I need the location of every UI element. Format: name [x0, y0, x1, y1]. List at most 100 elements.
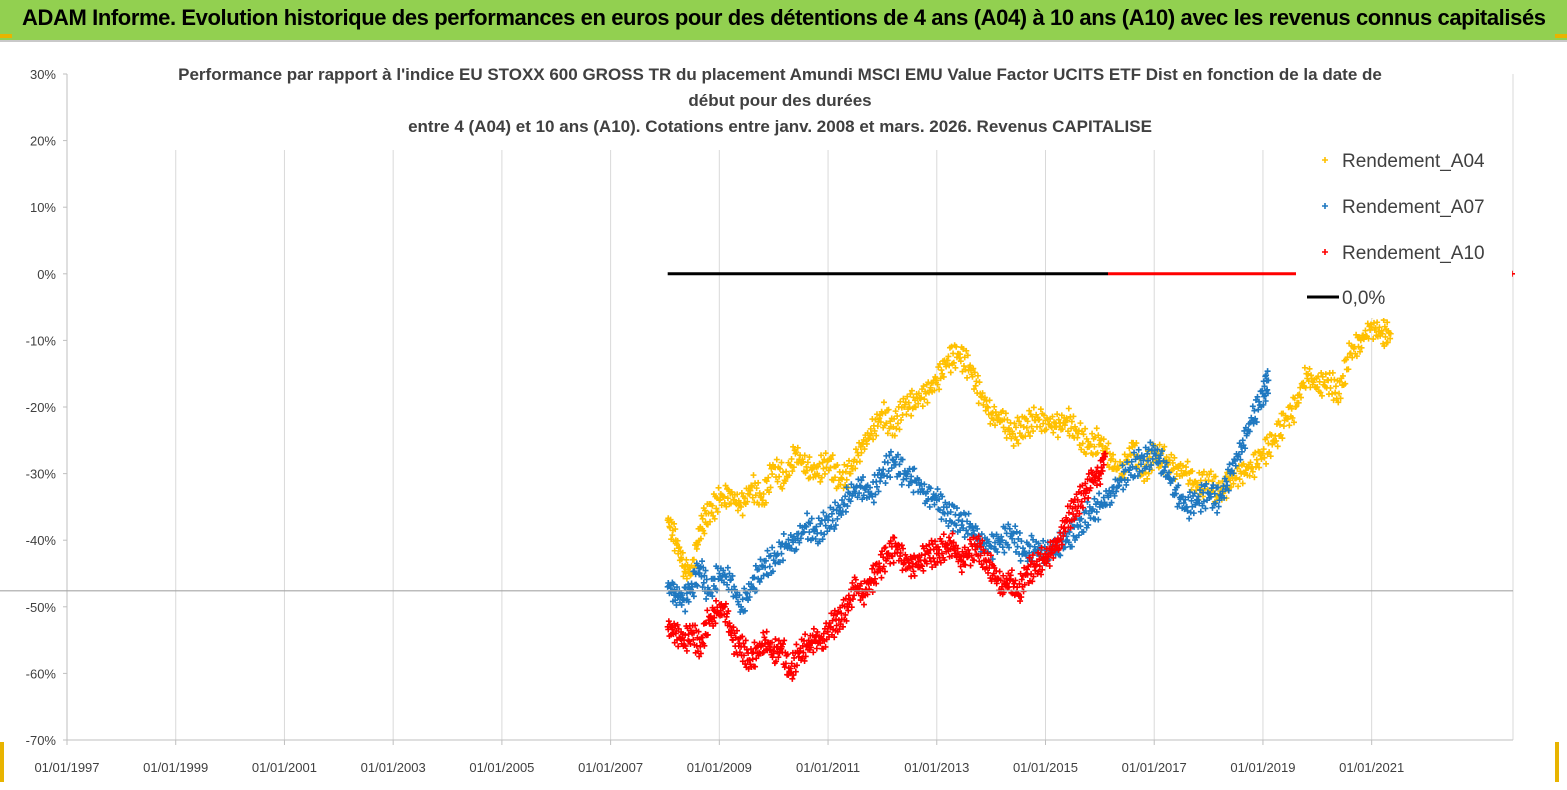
- data-point: [1158, 448, 1165, 455]
- data-point: [858, 477, 865, 484]
- data-point: [1087, 484, 1094, 491]
- data-point: [979, 390, 986, 397]
- data-point: [1030, 536, 1037, 543]
- data-point: [1012, 424, 1019, 431]
- data-point: [830, 612, 837, 619]
- data-point: [1138, 461, 1145, 468]
- data-point: [727, 576, 734, 583]
- data-point: [873, 483, 880, 490]
- data-point: [1267, 453, 1274, 460]
- data-point: [871, 427, 878, 434]
- data-point: [807, 520, 814, 527]
- legend-marker-rendement-a10: [1322, 249, 1328, 255]
- data-point: [742, 661, 749, 668]
- data-point: [978, 561, 985, 568]
- data-point: [1240, 442, 1247, 449]
- data-point: [699, 634, 706, 641]
- data-point: [1211, 490, 1218, 497]
- data-point: [1196, 469, 1203, 476]
- data-point: [843, 476, 850, 483]
- data-point: [752, 562, 759, 569]
- data-point: [1180, 500, 1187, 507]
- data-point: [723, 573, 730, 580]
- series-rendement-a07: [664, 368, 1272, 615]
- data-point: [690, 636, 697, 643]
- data-point: [844, 503, 851, 510]
- data-point: [1174, 503, 1181, 510]
- data-point: [767, 552, 774, 559]
- data-point: [1103, 445, 1110, 452]
- data-point: [812, 535, 819, 542]
- data-point: [693, 545, 700, 552]
- data-point: [793, 641, 800, 648]
- data-point: [1314, 384, 1321, 391]
- data-point: [1264, 390, 1271, 397]
- data-point: [1002, 410, 1009, 417]
- data-point: [964, 530, 971, 537]
- data-point: [899, 456, 906, 463]
- data-point: [1274, 443, 1281, 450]
- data-point: [1056, 545, 1063, 552]
- y-tick-label: -50%: [26, 600, 57, 615]
- data-point: [980, 546, 987, 553]
- data-point: [944, 510, 951, 517]
- data-point: [1019, 545, 1026, 552]
- data-point: [773, 456, 780, 463]
- data-point: [682, 643, 689, 650]
- data-point: [1249, 468, 1256, 475]
- data-point: [943, 363, 950, 370]
- data-point: [1286, 422, 1293, 429]
- data-point: [820, 465, 827, 472]
- data-point: [741, 607, 748, 614]
- data-point: [752, 663, 759, 670]
- data-point: [1089, 506, 1096, 513]
- data-point: [873, 580, 880, 587]
- data-point: [1301, 364, 1308, 371]
- data-point: [744, 590, 751, 597]
- data-point: [1085, 521, 1092, 528]
- data-point: [855, 476, 862, 483]
- data-point: [751, 574, 758, 581]
- data-point: [1057, 529, 1064, 536]
- data-point: [1093, 425, 1100, 432]
- data-point: [1262, 398, 1269, 405]
- legend-label: Rendement_A04: [1342, 151, 1485, 172]
- data-point: [890, 559, 897, 566]
- data-point: [1305, 378, 1312, 385]
- data-point: [770, 557, 777, 564]
- data-point: [1134, 472, 1141, 479]
- data-point: [937, 375, 944, 382]
- data-point: [908, 387, 915, 394]
- data-point: [682, 608, 689, 615]
- data-point: [1202, 505, 1209, 512]
- data-point: [1336, 390, 1343, 397]
- data-point: [936, 507, 943, 514]
- data-point: [923, 560, 930, 567]
- data-point: [753, 485, 760, 492]
- data-point: [801, 452, 808, 459]
- data-point: [908, 473, 915, 480]
- data-point: [1121, 451, 1128, 458]
- data-point: [863, 440, 870, 447]
- data-point: [1085, 494, 1092, 501]
- data-point: [1207, 468, 1214, 475]
- data-point: [957, 563, 964, 570]
- data-point: [720, 493, 727, 500]
- data-point: [994, 549, 1001, 556]
- data-point: [1254, 393, 1261, 400]
- data-point: [1079, 440, 1086, 447]
- data-point: [1023, 552, 1030, 559]
- data-point: [839, 497, 846, 504]
- data-point: [1230, 470, 1237, 477]
- data-point: [776, 465, 783, 472]
- data-point: [1040, 412, 1047, 419]
- data-point: [954, 545, 961, 552]
- data-point: [887, 448, 894, 455]
- data-point: [957, 527, 964, 534]
- data-point: [970, 534, 977, 541]
- data-point: [1240, 460, 1247, 467]
- data-point: [849, 596, 856, 603]
- data-point: [1329, 390, 1336, 397]
- data-point: [791, 654, 798, 661]
- data-point: [762, 499, 769, 506]
